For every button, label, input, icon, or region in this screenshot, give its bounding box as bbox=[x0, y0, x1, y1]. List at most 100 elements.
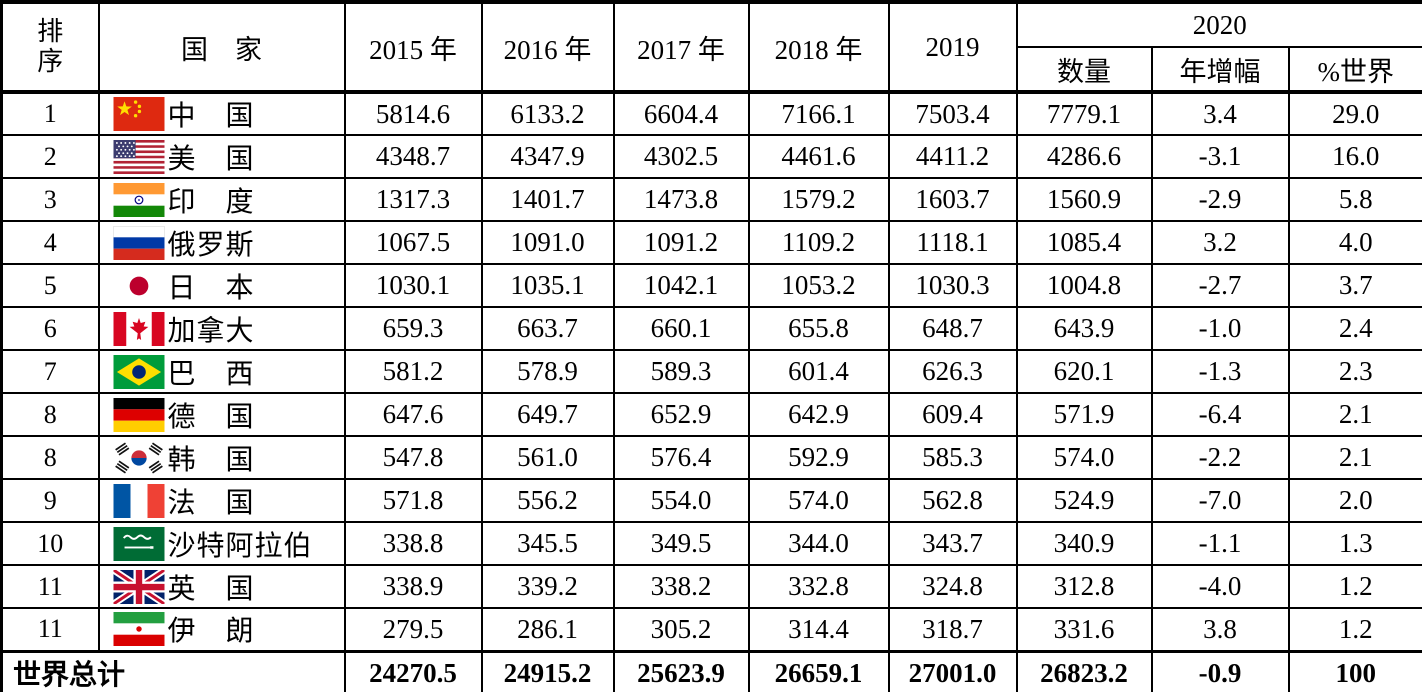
value-2020-cell: 571.9 bbox=[1015, 392, 1153, 437]
value-2020-cell: 331.6 bbox=[1015, 607, 1153, 652]
country-cell: 英 国 bbox=[97, 564, 346, 609]
flag-china-icon bbox=[113, 97, 165, 131]
world-percent-cell: 1.3 bbox=[1287, 521, 1422, 566]
rank-cell: 2 bbox=[0, 134, 100, 179]
value-2019-cell: 318.7 bbox=[887, 607, 1018, 652]
value-2017-cell: 652.9 bbox=[612, 392, 750, 437]
country-cell: 法 国 bbox=[97, 478, 346, 523]
total-world-percent: 100 bbox=[1287, 649, 1422, 692]
growth-cell: -2.2 bbox=[1150, 435, 1290, 480]
value-2015-cell: 5814.6 bbox=[343, 91, 483, 136]
year-2019-header: 2019 bbox=[887, 1, 1018, 94]
total-value-2020: 26823.2 bbox=[1015, 649, 1153, 692]
rank-column-header: 排 序 bbox=[0, 1, 100, 94]
world-percent-cell: 29.0 bbox=[1287, 91, 1422, 136]
country-inner: 沙特阿拉伯 bbox=[100, 524, 343, 563]
country-cell: 中 国 bbox=[97, 91, 346, 136]
year-2018-header: 2018 年 bbox=[747, 1, 890, 94]
value-2016-cell: 286.1 bbox=[480, 607, 615, 652]
value-2019-cell: 1030.3 bbox=[887, 263, 1018, 308]
value-2016-cell: 556.2 bbox=[480, 478, 615, 523]
value-2018-cell: 332.8 bbox=[747, 564, 890, 609]
world-percent-cell: 2.1 bbox=[1287, 435, 1422, 480]
country-cell: 伊 朗 bbox=[97, 607, 346, 652]
header-row-1: 排 序 国 家 2015 年 2016 年 2017 年 2018 年 2019… bbox=[0, 1, 1422, 94]
value-2015-cell: 1030.1 bbox=[343, 263, 483, 308]
value-2015-cell: 647.6 bbox=[343, 392, 483, 437]
total-value-2019: 27001.0 bbox=[887, 649, 1018, 692]
world-percent-cell: 2.0 bbox=[1287, 478, 1422, 523]
value-2019-cell: 585.3 bbox=[887, 435, 1018, 480]
rank-cell: 1 bbox=[0, 91, 100, 136]
country-name: 伊 朗 bbox=[167, 616, 255, 648]
value-2017-cell: 1091.2 bbox=[612, 220, 750, 265]
value-2020-cell: 643.9 bbox=[1015, 306, 1153, 351]
growth-cell: -2.7 bbox=[1150, 263, 1290, 308]
value-2015-cell: 547.8 bbox=[343, 435, 483, 480]
table-row: 11 伊 朗 279.5 286.1 305.2 314.4 318.7 331… bbox=[0, 607, 1422, 652]
growth-cell: -2.9 bbox=[1150, 177, 1290, 222]
value-2018-cell: 1053.2 bbox=[747, 263, 890, 308]
country-cell: 美 国 bbox=[97, 134, 346, 179]
world-total-label: 世界总计 bbox=[0, 649, 346, 692]
growth-cell: -1.1 bbox=[1150, 521, 1290, 566]
country-name: 英 国 bbox=[167, 573, 255, 605]
value-2017-cell: 1042.1 bbox=[612, 263, 750, 308]
total-value-2017: 25623.9 bbox=[612, 649, 750, 692]
value-2016-cell: 345.5 bbox=[480, 521, 615, 566]
table-row: 6 加拿大 659.3 663.7 660.1 655.8 648.7 643.… bbox=[0, 306, 1422, 351]
value-2018-cell: 592.9 bbox=[747, 435, 890, 480]
value-2018-cell: 601.4 bbox=[747, 349, 890, 394]
country-cell: 印 度 bbox=[97, 177, 346, 222]
growth-cell: -4.0 bbox=[1150, 564, 1290, 609]
value-2016-cell: 1091.0 bbox=[480, 220, 615, 265]
value-2017-cell: 349.5 bbox=[612, 521, 750, 566]
value-2016-cell: 1035.1 bbox=[480, 263, 615, 308]
value-2016-cell: 578.9 bbox=[480, 349, 615, 394]
country-inner: 巴 西 bbox=[100, 352, 343, 391]
value-2017-cell: 554.0 bbox=[612, 478, 750, 523]
value-2016-cell: 4347.9 bbox=[480, 134, 615, 179]
world-percent-cell: 2.4 bbox=[1287, 306, 1422, 351]
country-name: 德 国 bbox=[167, 401, 255, 433]
value-2019-cell: 324.8 bbox=[887, 564, 1018, 609]
value-2018-cell: 642.9 bbox=[747, 392, 890, 437]
flag-germany-icon bbox=[113, 398, 165, 432]
country-cell: 德 国 bbox=[97, 392, 346, 437]
table-row: 8 德 国 647.6 649.7 652.9 642.9 609.4 571.… bbox=[0, 392, 1422, 437]
world-percent-cell: 1.2 bbox=[1287, 607, 1422, 652]
value-2016-cell: 649.7 bbox=[480, 392, 615, 437]
header-row-2: 数量 年增幅 %世界 bbox=[2, 46, 1422, 94]
value-2016-cell: 663.7 bbox=[480, 306, 615, 351]
country-name: 韩 国 bbox=[167, 444, 255, 476]
value-2015-cell: 338.9 bbox=[343, 564, 483, 609]
value-2017-cell: 6604.4 bbox=[612, 91, 750, 136]
rank-cell: 11 bbox=[0, 564, 100, 609]
year-2015-header: 2015 年 bbox=[343, 1, 483, 94]
value-2015-cell: 581.2 bbox=[343, 349, 483, 394]
rank-cell: 5 bbox=[0, 263, 100, 308]
rank-cell: 11 bbox=[0, 607, 100, 652]
flag-russia-icon bbox=[113, 226, 165, 260]
flag-saudi-icon bbox=[113, 527, 165, 561]
total-value-2018: 26659.1 bbox=[747, 649, 890, 692]
country-name: 美 国 bbox=[167, 143, 255, 175]
country-column-header: 国 家 bbox=[97, 1, 346, 94]
country-cell: 日 本 bbox=[97, 263, 346, 308]
growth-cell: 3.8 bbox=[1150, 607, 1290, 652]
value-2016-cell: 339.2 bbox=[480, 564, 615, 609]
country-name: 印 度 bbox=[167, 186, 255, 218]
country-inner: 法 国 bbox=[100, 481, 343, 520]
value-2018-cell: 574.0 bbox=[747, 478, 890, 523]
value-2019-cell: 343.7 bbox=[887, 521, 1018, 566]
total-value-2015: 24270.5 bbox=[343, 649, 483, 692]
table-row: 11 英 国 338.9 339.2 338.2 332.8 324.8 312… bbox=[0, 564, 1422, 609]
country-name: 日 本 bbox=[167, 272, 255, 304]
value-2020-cell: 524.9 bbox=[1015, 478, 1153, 523]
total-value-2016: 24915.2 bbox=[480, 649, 615, 692]
country-name: 加拿大 bbox=[167, 315, 255, 347]
value-2016-cell: 561.0 bbox=[480, 435, 615, 480]
table-row: 2 美 国 4348.7 4347.9 4302.5 4461.6 4411.2… bbox=[0, 134, 1422, 179]
country-name: 法 国 bbox=[167, 487, 255, 519]
